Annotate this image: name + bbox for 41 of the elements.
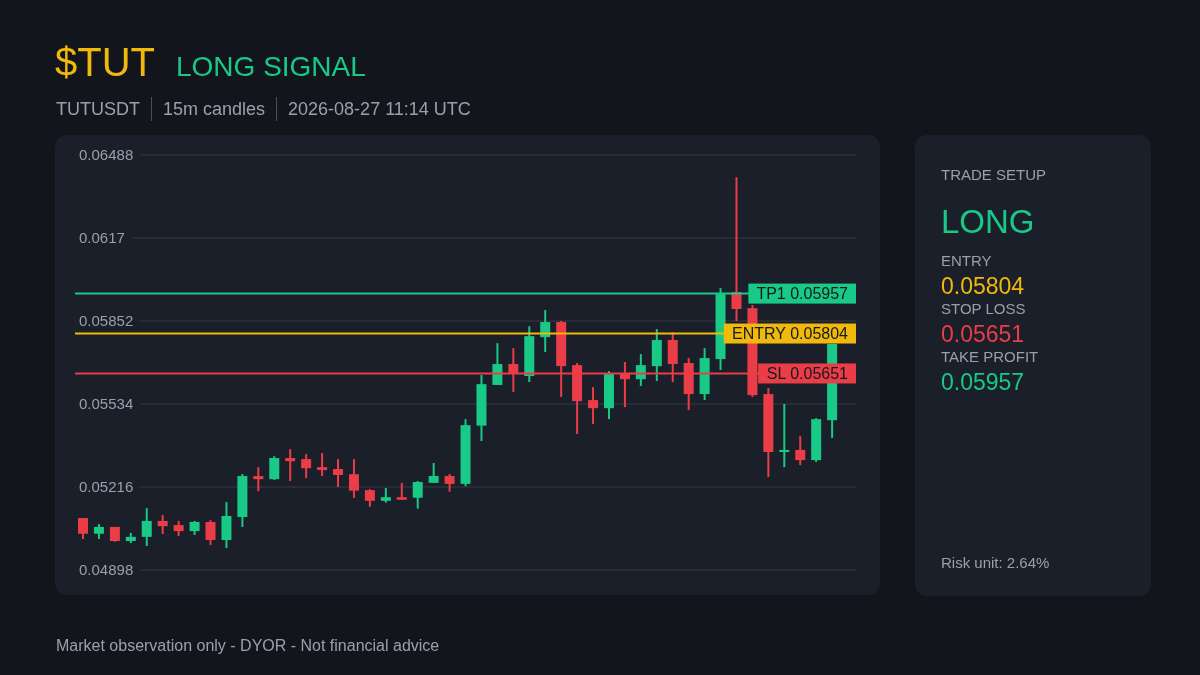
chart-title: $TUT	[55, 40, 155, 84]
text: TAKE PROFIT	[941, 348, 1039, 365]
text: Market observation only - DYOR - Not financial advice	[56, 637, 440, 654]
text: ENTRY	[941, 252, 992, 269]
ref-line-label: SL 0.05651	[766, 365, 849, 383]
candlestick	[795, 435, 806, 467]
candlestick	[141, 507, 152, 547]
y-tick-label: 0.05216	[79, 478, 134, 496]
candlestick	[78, 517, 88, 540]
text: LONG	[941, 203, 1035, 240]
candlestick	[285, 448, 296, 482]
ref-line-label: TP1 0.05957	[756, 285, 849, 303]
text: TUTUSDT	[56, 99, 140, 119]
candlestick	[348, 458, 359, 499]
candlestick	[333, 458, 344, 488]
y-tick-label: 0.05852	[79, 312, 134, 330]
text: 2026-08-27 11:14 UTC	[288, 99, 471, 119]
chart-subtitle: LONG SIGNAL	[176, 51, 366, 82]
y-tick-label: 0.0617	[79, 229, 125, 247]
text: 0.05957	[941, 369, 1025, 395]
candlestick	[428, 461, 439, 484]
text: STOP LOSS	[941, 300, 1026, 317]
y-tick-label: 0.04898	[79, 561, 134, 579]
text: 15m candles	[163, 99, 266, 119]
text: 0.05651	[941, 321, 1025, 347]
candlestick	[157, 513, 168, 535]
candlestick	[253, 466, 264, 493]
text: Risk unit: 2.64%	[941, 554, 1050, 571]
candlestick	[588, 386, 599, 426]
y-tick-label: 0.05534	[79, 395, 134, 413]
candlestick	[412, 480, 423, 510]
text: 0.05804	[941, 273, 1025, 299]
ref-line-label: ENTRY 0.05804	[732, 325, 849, 343]
candlestick	[301, 453, 312, 480]
candlestick	[492, 342, 503, 386]
candlestick	[317, 452, 328, 478]
candlestick	[779, 403, 790, 469]
text: TRADE SETUP	[941, 166, 1047, 183]
y-tick-label: 0.06488	[79, 146, 134, 164]
candlestick	[205, 519, 216, 546]
candlestick	[269, 455, 280, 481]
